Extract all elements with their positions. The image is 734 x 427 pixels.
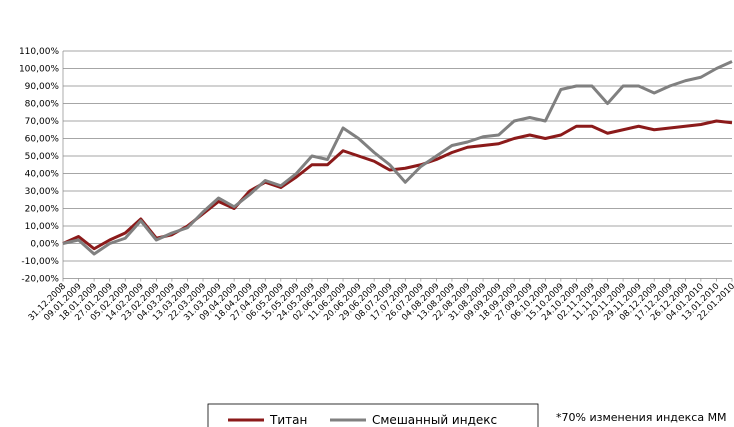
y-tick-label: 30,00% xyxy=(25,187,60,197)
legend-box xyxy=(207,403,539,427)
y-tick-label: -10,00% xyxy=(21,257,59,267)
y-tick-label: 80,00% xyxy=(25,100,60,110)
y-tick-label: 0,00% xyxy=(30,240,59,250)
footnote: *70% изменения индекса ММ xyxy=(556,411,727,424)
series-line xyxy=(62,119,733,251)
y-tick-label: 40,00% xyxy=(25,170,60,180)
y-tick-label: 50,00% xyxy=(25,152,60,162)
y-tick-label: -20,00% xyxy=(21,275,59,285)
y-tick-label: 90,00% xyxy=(25,82,60,92)
y-tick-label: 70,00% xyxy=(25,117,60,127)
y-tick-label: 10,00% xyxy=(25,222,60,232)
y-tick-label: 60,00% xyxy=(25,135,60,145)
y-tick-label: 20,00% xyxy=(25,205,60,215)
series-line xyxy=(62,60,733,256)
y-tick-label: 100,00% xyxy=(19,65,59,75)
y-tick-label: 110,00% xyxy=(19,47,59,57)
legend-text: Титан xyxy=(269,413,307,427)
legend-text: Смешанный индекс xyxy=(372,413,497,427)
